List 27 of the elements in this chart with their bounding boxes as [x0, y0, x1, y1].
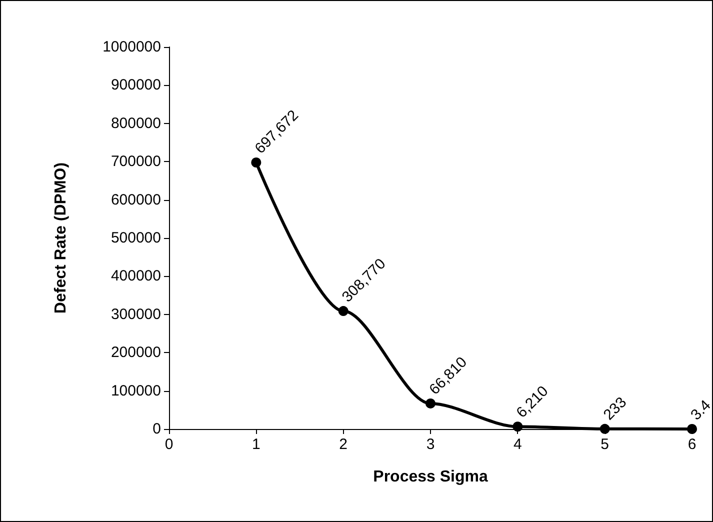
point — [251, 157, 262, 168]
point — [600, 424, 610, 434]
point — [338, 306, 348, 316]
x-tick-label: 6 — [688, 436, 696, 453]
x-tick-label: 5 — [600, 436, 610, 453]
data-label: 233 — [600, 394, 630, 424]
y-tick-label: 600000 — [110, 191, 161, 208]
data-label: 3.4 — [688, 396, 713, 424]
y-tick-label: 100000 — [110, 382, 161, 400]
point — [512, 422, 523, 432]
y-tick-label: 200000 — [110, 344, 161, 362]
y-axis-title: Defect Rate (DPMO) — [52, 162, 70, 314]
y-tick-label: 0 — [152, 420, 161, 438]
y-tick-label: 1000000 — [102, 38, 161, 56]
x-tick-label: 1 — [252, 436, 260, 453]
point — [426, 398, 436, 408]
x-tick-label: 0 — [164, 436, 174, 453]
y-tick-label: 800000 — [110, 114, 161, 132]
y-tick-label: 500000 — [110, 230, 161, 246]
y-tick-label: 400000 — [110, 268, 161, 285]
y-tick-label: 700000 — [110, 153, 161, 170]
x-tick-label: 3 — [426, 436, 435, 453]
y-tick-label: 900000 — [110, 76, 161, 94]
x-tick-label: 4 — [513, 436, 522, 453]
y-tick-label: 300000 — [110, 306, 161, 323]
x-tick-label: 2 — [339, 436, 348, 453]
x-axis-title: Process Sigma — [373, 468, 488, 486]
